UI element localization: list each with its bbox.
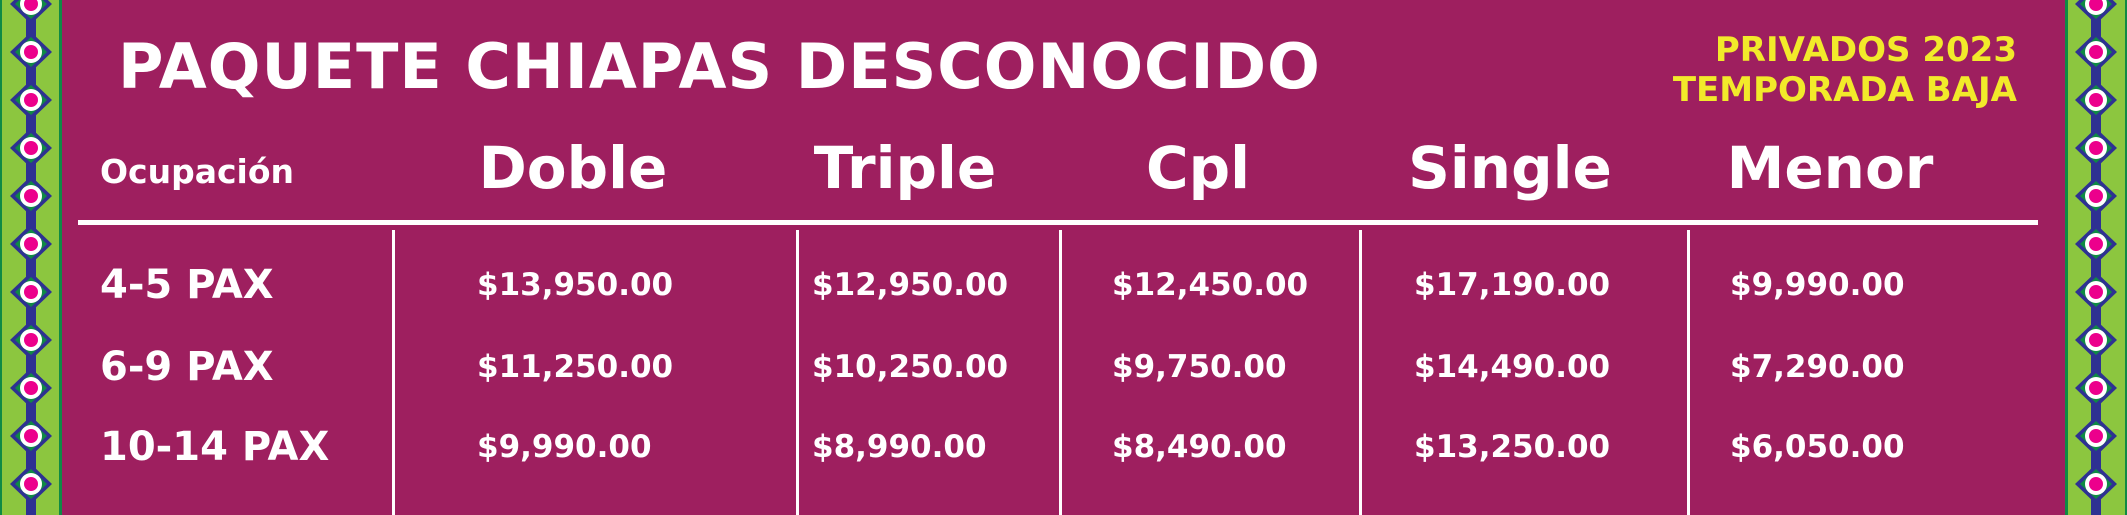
column-header-single: Single [1408, 134, 1612, 202]
price-cell-cpl: $8,490.00 [1112, 429, 1287, 465]
subtitle-line-1: PRIVADOS 2023 [1714, 30, 2017, 70]
row-label: 4-5 PAX [100, 262, 274, 308]
column-header-menor: Menor [1726, 134, 1934, 202]
column-divider [1359, 230, 1362, 515]
header-divider [78, 220, 2038, 225]
column-divider [392, 230, 395, 515]
decorative-border-right [2065, 0, 2127, 515]
price-cell-doble: $9,990.00 [477, 429, 652, 465]
column-divider [1687, 230, 1690, 515]
occupancy-header: Ocupación [100, 152, 295, 191]
season-subtitle: PRIVADOS 2023 TEMPORADA BAJA [1673, 30, 2017, 110]
price-cell-menor: $9,990.00 [1730, 267, 1905, 303]
price-cell-cpl: $12,450.00 [1112, 267, 1309, 303]
row-label: 6-9 PAX [100, 344, 274, 390]
decorative-border-left [0, 0, 62, 515]
column-header-doble: Doble [478, 134, 668, 202]
price-cell-single: $14,490.00 [1414, 349, 1611, 385]
subtitle-line-2: TEMPORADA BAJA [1672, 70, 2017, 110]
price-cell-doble: $11,250.00 [477, 349, 674, 385]
price-cell-triple: $12,950.00 [812, 267, 1009, 303]
price-cell-doble: $13,950.00 [477, 267, 674, 303]
price-cell-single: $17,190.00 [1414, 267, 1611, 303]
column-header-triple: Triple [813, 134, 997, 202]
price-cell-triple: $10,250.00 [812, 349, 1009, 385]
price-cell-menor: $6,050.00 [1730, 429, 1905, 465]
page-title: PAQUETE CHIAPAS DESCONOCIDO [118, 30, 1321, 103]
price-cell-single: $13,250.00 [1414, 429, 1611, 465]
column-divider [796, 230, 799, 515]
row-label: 10-14 PAX [100, 424, 330, 470]
column-divider [1059, 230, 1062, 515]
price-cell-menor: $7,290.00 [1730, 349, 1905, 385]
price-cell-cpl: $9,750.00 [1112, 349, 1287, 385]
price-cell-triple: $8,990.00 [812, 429, 987, 465]
column-header-cpl: Cpl [1146, 134, 1250, 202]
